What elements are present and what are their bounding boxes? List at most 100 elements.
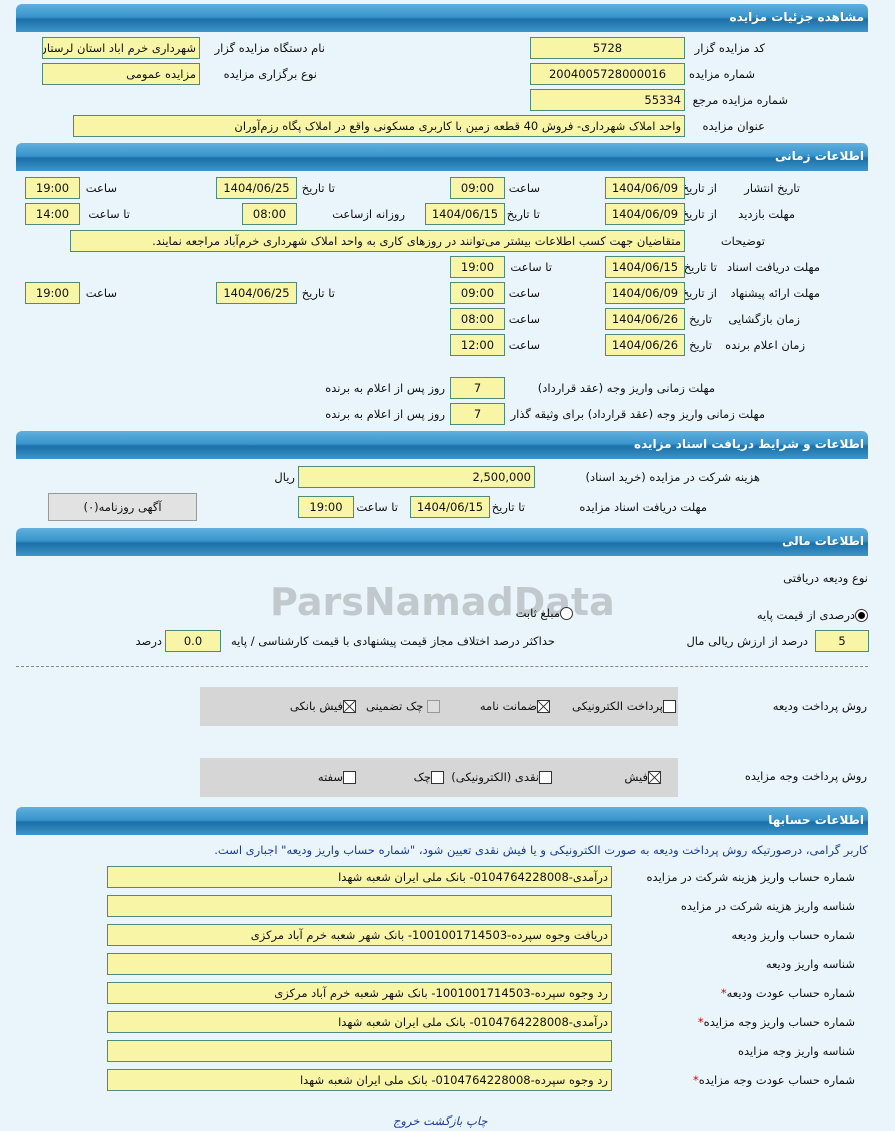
account-field[interactable] [107,895,612,917]
label-text: شماره حساب واریز وجه مزایده [703,1015,855,1029]
publish-to-time[interactable]: 19:00 [25,177,80,199]
fixed-option[interactable]: مبلغ ثابت [516,602,573,624]
offer-to-time[interactable]: 19:00 [25,282,80,304]
section-title: اطلاعات زمانی [775,149,864,163]
cheque-checkbox[interactable] [427,700,440,713]
title-field[interactable]: واحد املاک شهرداری- فروش 40 قطعه زمین با… [73,115,685,137]
pay1-days[interactable]: 7 [450,377,505,399]
guarantee-checkbox[interactable] [537,700,550,713]
label-text: شماره حساب واریز ودیعه [731,928,855,942]
bank-slip-checkbox[interactable] [343,700,356,713]
winner-date[interactable]: 1404/06/26 [605,334,685,356]
publish-label: تاریخ انتشار [744,181,800,195]
hour-label: ساعت [508,312,540,326]
label-text: شماره حساب عودت وجه مزایده [698,1073,855,1087]
section-title: اطلاعات و شرایط دریافت اسناد مزایده [633,437,864,451]
watermark: ParsNamadData [270,580,615,624]
opening-label: زمان بازگشایی [728,312,800,326]
newspaper-ad-button[interactable]: آگهی روزنامه(۰) [48,493,197,521]
offer-to-date[interactable]: 1404/06/25 [216,282,297,304]
offer-label: مهلت ارائه پیشنهاد [730,286,820,300]
account-field[interactable]: رد وجوه سپرده-1001001714503- بانک شهر شع… [107,982,612,1004]
percent-radio[interactable] [855,609,868,622]
auction-number-label: شماره مزایده [689,67,755,81]
organizer-name-label: نام دستگاه مزایده گزار [214,41,325,55]
winner-time[interactable]: 12:00 [450,334,505,356]
docs-to-date[interactable]: 1404/06/15 [605,256,685,278]
currency-label: ریال [274,470,295,484]
pay2-days[interactable]: 7 [450,403,505,425]
from-date-label: از تاریخ [681,181,717,195]
doc-cost-field[interactable]: 2,500,000 [298,466,535,488]
pay1-label: مهلت زمانی واریز وجه (عقد قرارداد) [537,381,715,395]
option-label: فیش [624,770,648,784]
to-date-label: تا تاریخ [301,286,335,300]
doc-cost-label: هزینه شرکت در مزایده (خرید اسناد) [585,470,761,484]
account-row-label: شماره حساب واریز وجه مزایده* [698,1011,855,1033]
organizer-code-field[interactable]: 5728 [530,37,685,59]
docs-to-time[interactable]: 19:00 [450,256,505,278]
to-date-label: تا تاریخ [683,260,717,274]
from-date-label: از تاریخ [681,286,717,300]
label-text: شناسه واریز ودیعه [765,957,855,971]
fixed-radio[interactable] [560,607,573,620]
date-label: تاریخ [689,338,712,352]
publish-to-date[interactable]: 1404/06/25 [216,177,297,199]
electronic-checkbox[interactable] [663,700,676,713]
max-diff-suffix: درصد [135,634,162,648]
visit-to-date[interactable]: 1404/06/15 [425,203,505,225]
visit-from-date[interactable]: 1404/06/09 [605,203,685,225]
max-diff-field[interactable]: 0.0 [165,630,221,652]
section-header-accounts: اطلاعات حسابها [16,807,868,835]
auction-number-field[interactable]: 2004005728000016 [530,63,685,85]
publish-from-date[interactable]: 1404/06/09 [605,177,685,199]
percent-option-label: درصدی از قیمت پایه [756,608,855,622]
account-field[interactable]: درآمدی-0104764228008- بانک ملی ایران شعب… [107,1011,612,1033]
type-label: نوع برگزاری مزایده [223,67,317,81]
print-link[interactable]: چاپ [466,1114,488,1128]
hour-label: ساعت [508,286,540,300]
slip-checkbox[interactable] [648,771,661,784]
account-field[interactable] [107,1040,612,1062]
label-text: شناسه واریز وجه مزایده [737,1044,855,1058]
option-label: فیش بانکی [289,699,343,713]
promissory-checkbox[interactable] [343,771,356,784]
cash-checkbox[interactable] [539,771,552,784]
section-header-time: اطلاعات زمانی [16,143,868,171]
option-label: ضمانت نامه [479,699,537,713]
section-header-details: مشاهده جزئیات مزایده [16,4,868,32]
ref-number-field[interactable]: 55334 [530,89,685,111]
account-field[interactable]: رد وجوه سپرده-0104764228008- بانک ملی ای… [107,1069,612,1091]
organizer-name-field[interactable]: شهرداری خرم اباد استان لرستان [42,37,200,59]
payment-methods-box: فیش نقدی (الکترونیکی) چک سفته [200,758,678,797]
opening-date[interactable]: 1404/06/26 [605,308,685,330]
offer-from-time[interactable]: 09:00 [450,282,505,304]
account-row-label: شماره حساب واریز هزینه شرکت در مزایده [647,866,855,888]
percent-option[interactable]: درصدی از قیمت پایه [757,604,868,626]
account-field[interactable]: درآمدی-0104764228008- بانک ملی ایران شعب… [107,866,612,888]
pay1-suffix: روز پس از اعلام به برنده [325,381,445,395]
publish-from-time[interactable]: 09:00 [450,177,505,199]
hour-label: ساعت [85,181,117,195]
deposit-percent-field[interactable]: 5 [815,630,869,652]
docs-deadline-label: مهلت دریافت اسناد [727,260,820,274]
exit-link[interactable]: خروج [393,1114,420,1128]
account-field[interactable]: دریافت وجوه سپرده-1001001714503- بانک شه… [107,924,612,946]
account-field[interactable] [107,953,612,975]
to-date-label: تا تاریخ [506,207,540,221]
visit-to-time[interactable]: 14:00 [25,203,80,225]
offer-from-date[interactable]: 1404/06/09 [605,282,685,304]
section-title: اطلاعات حسابها [768,813,864,827]
opening-time[interactable]: 08:00 [450,308,505,330]
doc-deadline-time[interactable]: 19:00 [298,496,354,518]
option-label: نقدی (الکترونیکی) [451,770,539,784]
type-field[interactable]: مزایده عمومی [42,63,200,85]
desc-field[interactable]: متقاضیان جهت کسب اطلاعات بیشتر می‌توانند… [70,230,685,252]
to-hour-label: تا ساعت [356,500,398,514]
back-link[interactable]: بازگشت [423,1114,463,1128]
check-checkbox[interactable] [431,771,444,784]
doc-deadline-date[interactable]: 1404/06/15 [410,496,490,518]
to-date-label: تا تاریخ [301,181,335,195]
visit-daily-from[interactable]: 08:00 [242,203,297,225]
